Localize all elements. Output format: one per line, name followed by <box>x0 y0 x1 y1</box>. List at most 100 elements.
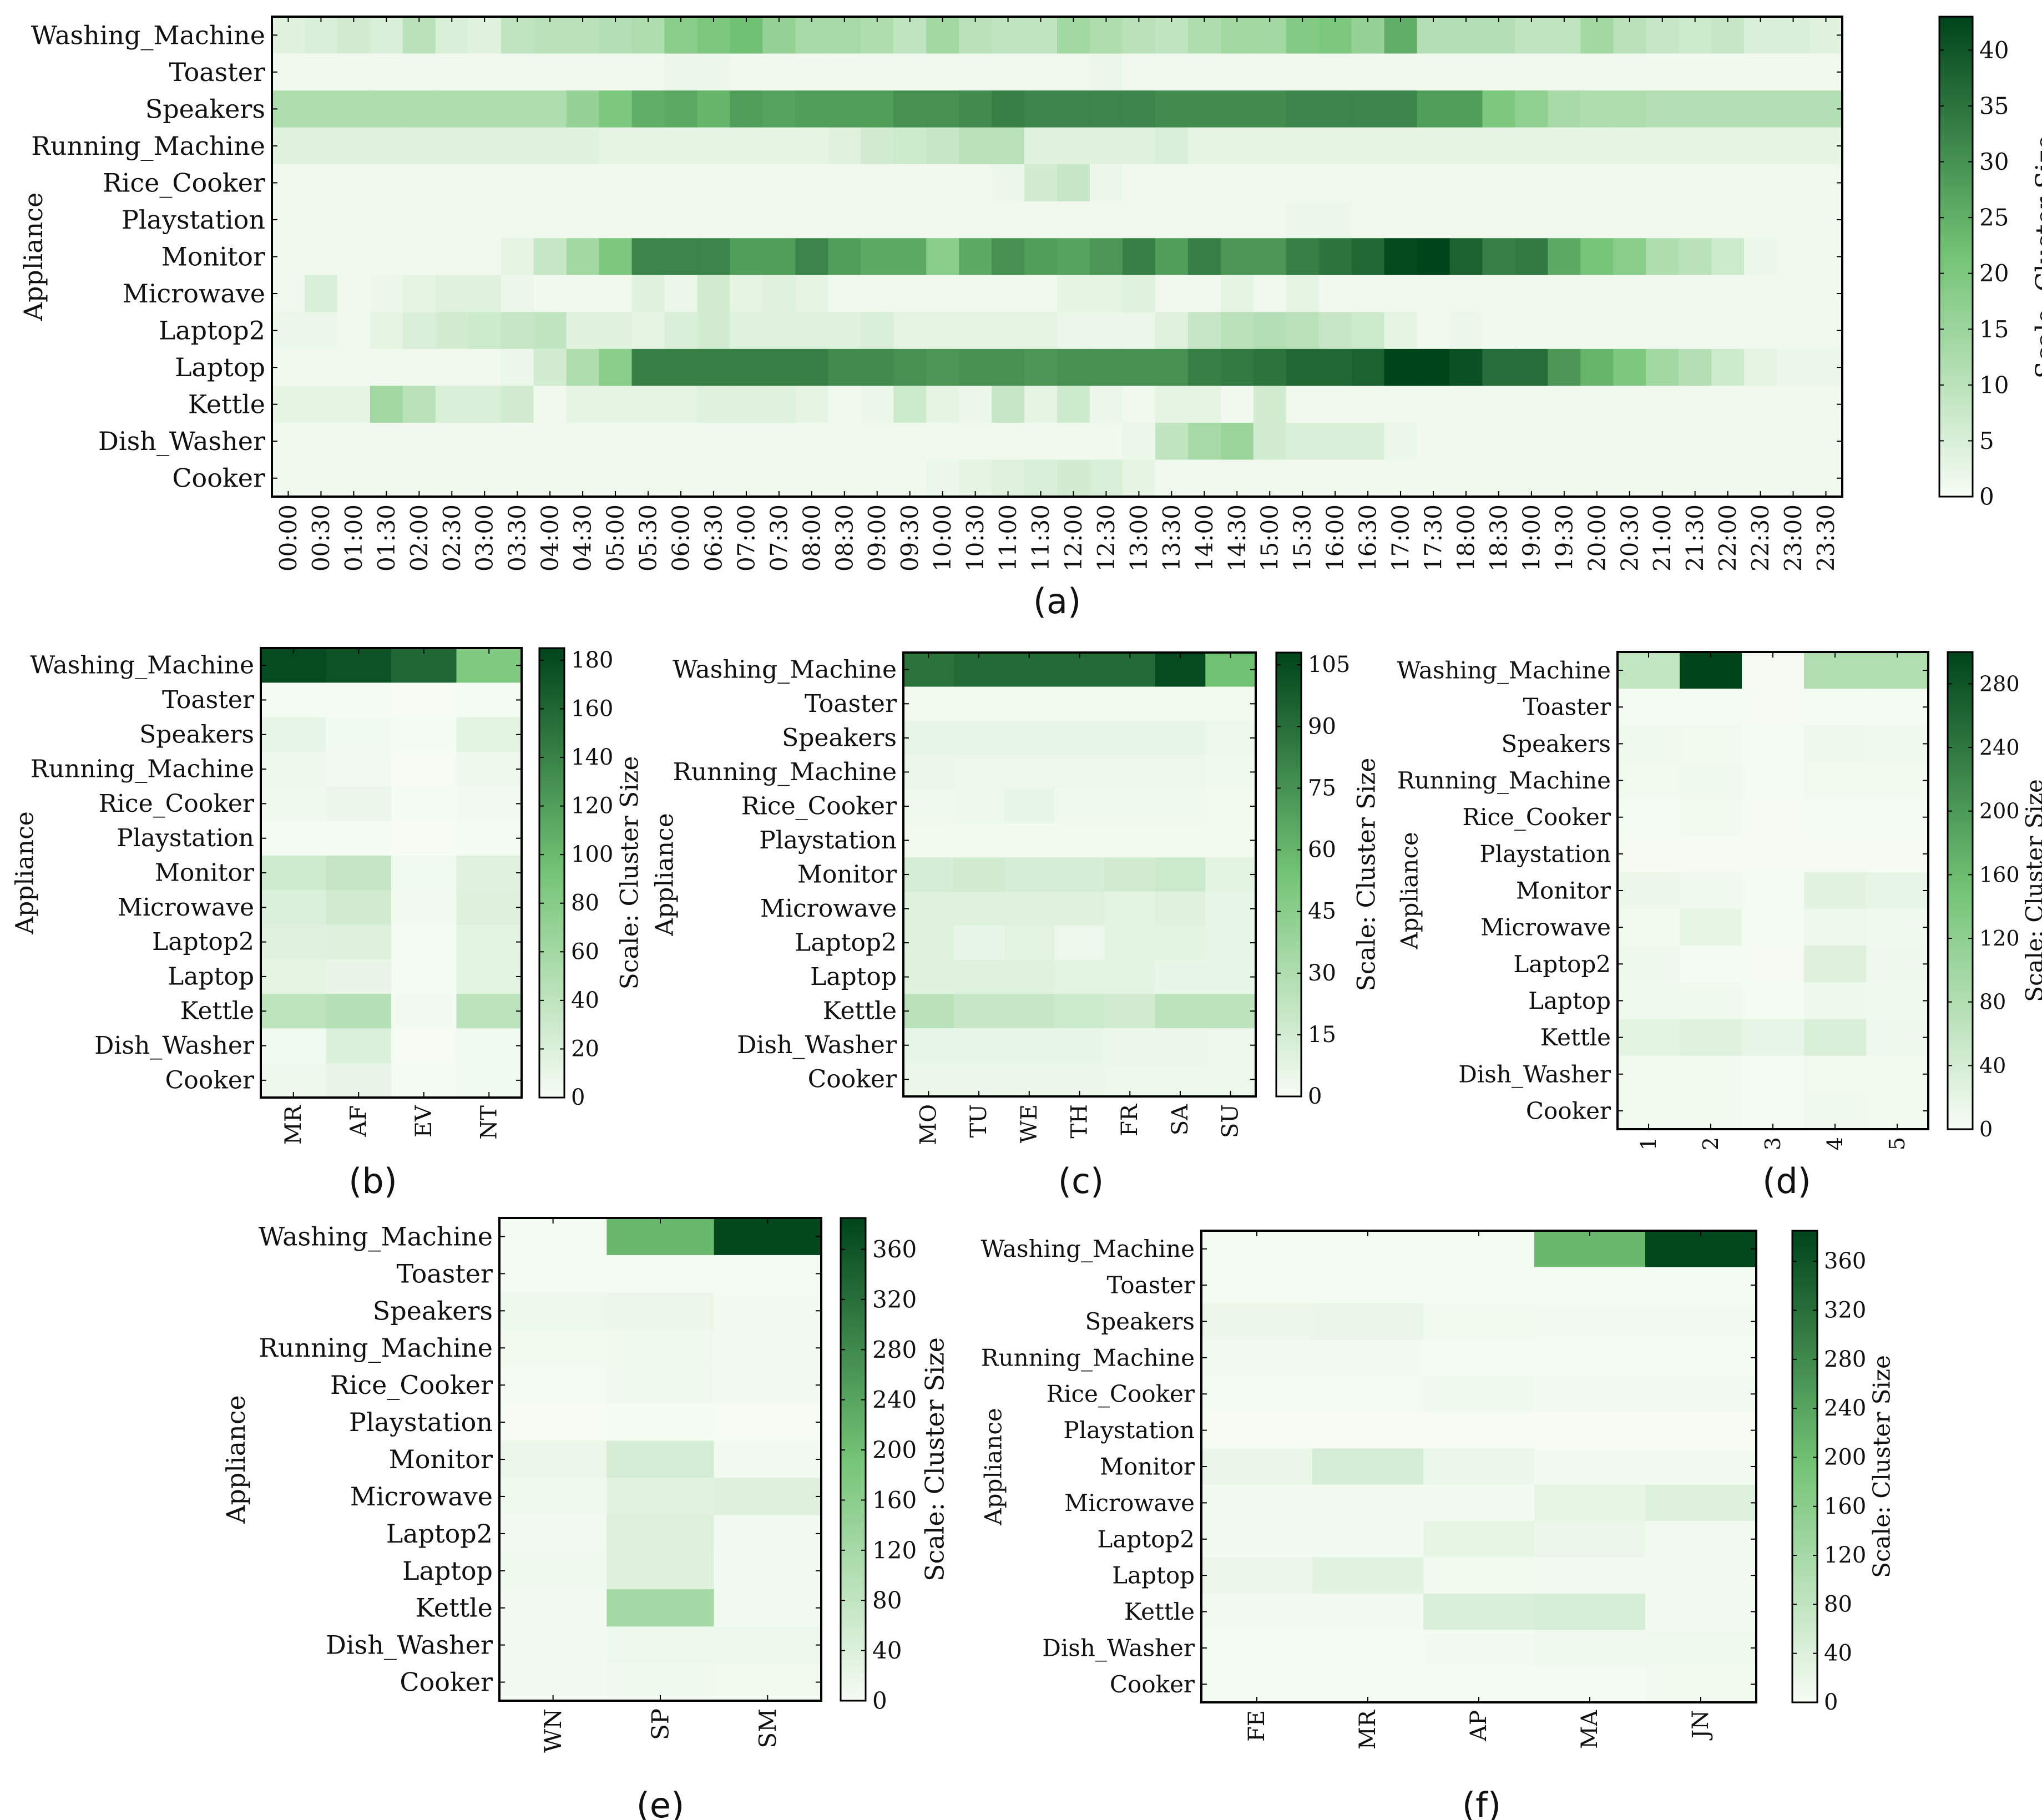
heatmap-cell <box>391 683 457 718</box>
heatmap-cell <box>1645 1376 1757 1413</box>
heatmap-cell <box>1201 1412 1313 1449</box>
heatmap-cell <box>1679 386 1712 423</box>
heatmap-cell <box>1220 275 1254 312</box>
heatmap-cell <box>953 891 1005 926</box>
heatmap-cell <box>1711 238 1745 276</box>
heatmap-cell <box>1482 201 1516 239</box>
heatmap-cell <box>1515 386 1548 423</box>
heatmap-cell <box>1482 312 1516 350</box>
heatmap-cell <box>1417 348 1450 386</box>
heatmap-cell <box>1613 53 1646 91</box>
heatmap-cell <box>468 90 502 128</box>
heatmap-cell <box>1417 164 1450 202</box>
colorbar-tick-label: 40 <box>872 1637 902 1664</box>
colorbar-tick-label: 60 <box>571 939 599 964</box>
heatmap-cell <box>599 17 633 54</box>
column-label: MR <box>1355 1709 1381 1750</box>
heatmap-cell <box>1384 164 1418 202</box>
colorbar-tick-label: 240 <box>1979 735 2020 760</box>
heatmap-cell <box>468 422 502 461</box>
heatmap-cell <box>903 926 954 960</box>
heatmap-cell <box>795 275 828 312</box>
heatmap-cell <box>1220 164 1254 202</box>
heatmap-cell <box>435 238 469 276</box>
heatmap-cell <box>631 275 665 312</box>
heatmap-cell <box>1187 90 1221 128</box>
heatmap-cell <box>1777 90 1810 128</box>
heatmap-cell <box>903 721 954 756</box>
panel-caption: (b) <box>348 1161 397 1201</box>
heatmap-cell <box>1187 348 1221 386</box>
heatmap-cell <box>1054 686 1105 721</box>
heatmap-cell <box>304 422 338 461</box>
row-label: Rice_Cooker <box>99 790 255 818</box>
heatmap-cell <box>1804 872 1867 909</box>
heatmap-cell <box>1104 755 1156 790</box>
heatmap-cell <box>1534 1521 1646 1558</box>
colorbar-tick-label: 120 <box>1979 926 2020 951</box>
heatmap-cell <box>664 275 698 312</box>
heatmap-cell <box>795 201 828 239</box>
heatmap-cell <box>730 164 763 202</box>
heatmap-cell <box>435 90 469 128</box>
heatmap-cell <box>599 275 633 312</box>
heatmap-cell <box>1646 53 1679 91</box>
heatmap-cell <box>1286 422 1320 461</box>
heatmap-cell <box>1384 275 1418 312</box>
row-label: Rice_Cooker <box>103 168 265 198</box>
row-label: Monitor <box>155 859 255 887</box>
heatmap-cell <box>1423 1412 1535 1449</box>
heatmap-cell <box>1286 386 1320 423</box>
heatmap-cell <box>631 348 665 386</box>
colorbar <box>1947 651 1974 1130</box>
heatmap-cell <box>1645 1339 1757 1377</box>
heatmap-cell <box>903 959 954 994</box>
heatmap-cell <box>1645 1303 1757 1340</box>
colorbar-tick-label: 40 <box>1979 1053 2006 1078</box>
heatmap-cell <box>903 857 954 892</box>
colorbar <box>538 647 565 1099</box>
heatmap-cell <box>1004 926 1055 960</box>
heatmap-cell <box>1744 17 1777 54</box>
heatmap-cell <box>402 238 436 276</box>
row-label: Washing_Machine <box>981 1235 1195 1262</box>
heatmap-cell <box>1423 1303 1535 1340</box>
heatmap-cell <box>1312 1231 1424 1267</box>
heatmap-cell <box>1679 238 1712 276</box>
column-label: EV <box>411 1105 437 1138</box>
heatmap-cell <box>1312 1376 1424 1413</box>
heatmap-cell <box>1613 459 1646 497</box>
colorbar <box>1791 1230 1818 1703</box>
heatmap-cell <box>828 386 861 423</box>
heatmap-cell <box>1777 127 1810 165</box>
heatmap-cell <box>1742 1092 1805 1130</box>
heatmap-cell <box>1155 348 1189 386</box>
heatmap-cell <box>566 386 600 423</box>
heatmap-cell <box>1742 798 1805 836</box>
colorbar-tick-label: 40 <box>1979 37 2009 64</box>
heatmap-cell <box>1866 1019 1929 1056</box>
heatmap-cell <box>501 459 534 497</box>
heatmap-cell <box>861 459 894 497</box>
heatmap-cell <box>893 238 927 276</box>
heatmap-cell <box>1384 127 1418 165</box>
heatmap-cell <box>1220 312 1254 350</box>
row-label: Dish_Washer <box>326 1630 493 1660</box>
heatmap-cell <box>1286 17 1320 54</box>
heatmap-cell <box>1205 789 1256 824</box>
row-label: Speakers <box>373 1296 493 1326</box>
heatmap-cell <box>1057 459 1090 497</box>
row-label: Running_Machine <box>31 131 265 161</box>
heatmap-cell <box>1054 755 1105 790</box>
heatmap-cell <box>697 164 731 202</box>
heatmap-cell <box>1744 348 1777 386</box>
row-label: Toaster <box>1523 694 1611 721</box>
heatmap-cell <box>1024 127 1058 165</box>
heatmap-cell <box>959 17 992 54</box>
row-label: Washing_Machine <box>673 655 897 684</box>
heatmap-cell <box>697 348 731 386</box>
heatmap-cell <box>533 238 567 276</box>
heatmap-cell <box>1580 90 1614 128</box>
heatmap-cell <box>1866 652 1929 689</box>
heatmap-cell <box>795 164 828 202</box>
